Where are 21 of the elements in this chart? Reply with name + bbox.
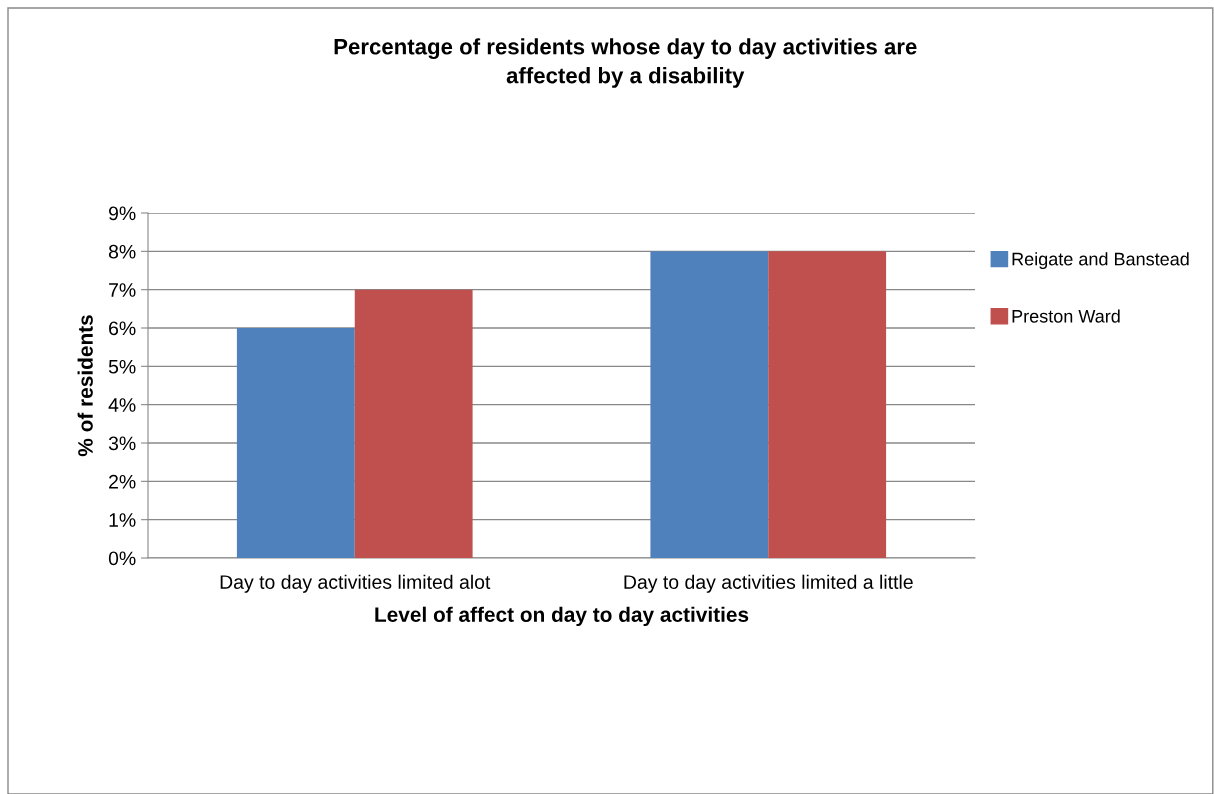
- y-tick-label: 9%: [109, 206, 136, 221]
- bar: [236, 328, 355, 558]
- y-axis-title: % of residents: [77, 315, 93, 457]
- chart-title: Percentage of residents whose day to day activities are affected by a disability: [334, 38, 917, 88]
- y-tick-label: 5%: [108, 359, 136, 374]
- y-tick-label: 2%: [109, 474, 136, 489]
- legend-label: Reigate and Banstead: [1012, 252, 1189, 270]
- bar: [768, 251, 887, 558]
- y-tick-label: 7%: [109, 283, 136, 297]
- bar: [650, 251, 769, 558]
- y-tick-label: 3%: [108, 436, 136, 451]
- y-tick-label: 4%: [108, 398, 136, 412]
- x-tick-label: Day to day activities limited a little: [624, 574, 913, 593]
- legend-label: Preston Ward: [1012, 309, 1120, 323]
- y-tick-label: 0%: [108, 551, 136, 566]
- y-tick-label: 8%: [108, 244, 136, 259]
- y-tick-label: 1%: [109, 513, 136, 527]
- y-tick-label: 6%: [109, 321, 136, 336]
- x-tick-label: Day to day activities limited alot: [220, 574, 491, 593]
- bar: [354, 289, 473, 558]
- x-axis-title: Level of affect on day to day activities: [375, 606, 749, 627]
